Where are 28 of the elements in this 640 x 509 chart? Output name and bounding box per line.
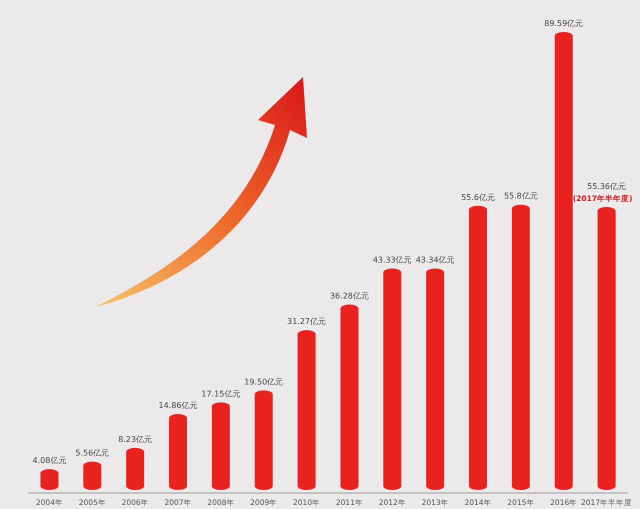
data-label: 8.23亿元: [118, 434, 152, 444]
data-label: 55.36亿元: [587, 182, 626, 191]
bar: [254, 390, 273, 490]
data-label: 17.15亿元: [201, 389, 240, 398]
bar: [554, 32, 573, 490]
bar: [340, 304, 358, 490]
bar: [298, 330, 316, 490]
data-label: 43.34亿元: [416, 255, 455, 264]
data-label: 55.8亿元: [504, 192, 538, 201]
bar: [426, 268, 444, 490]
bar: [598, 206, 616, 490]
data-label: 89.59亿元: [544, 19, 584, 28]
bar: [469, 206, 487, 490]
data-label: 19.50亿元: [244, 377, 284, 386]
bar: [83, 462, 102, 490]
data-label: 31.27亿元: [287, 317, 326, 326]
bar: [383, 268, 402, 490]
data-label: 4.08亿元: [32, 456, 66, 466]
bar: [512, 204, 530, 490]
bar: [169, 414, 187, 490]
data-label: 5.56亿元: [75, 448, 110, 458]
bar: [212, 402, 230, 490]
data-label: 36.28亿元: [330, 292, 369, 301]
data-label: 55.6亿元: [461, 192, 495, 202]
bar: [126, 448, 144, 490]
data-label: 14.86亿元: [158, 401, 198, 410]
data-label: 43.33亿元: [372, 255, 412, 264]
bar: [40, 469, 58, 490]
